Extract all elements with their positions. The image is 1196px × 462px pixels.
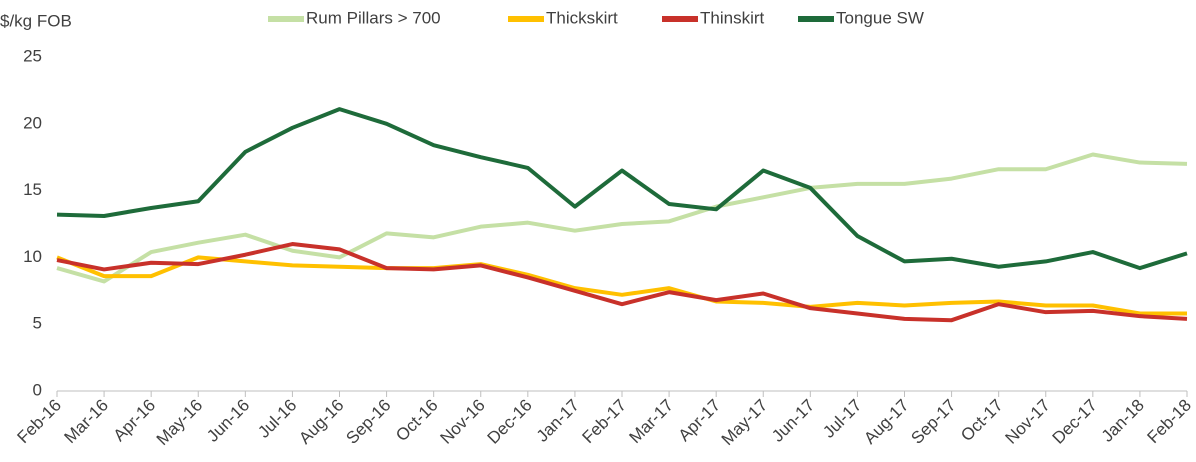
y-axis-label: $/kg FOB	[0, 11, 72, 30]
x-tick-label: Aug-16	[295, 396, 347, 448]
legend-label: Thinskirt	[700, 8, 765, 27]
x-tick-label: Jun-16	[203, 396, 253, 446]
y-tick-label: 0	[33, 380, 42, 399]
legend-label: Tongue SW	[836, 8, 924, 27]
series-line	[56, 255, 1187, 316]
x-tick-label: Aug-17	[860, 396, 912, 448]
series-line	[56, 152, 1188, 284]
x-tick-label: May-16	[153, 396, 207, 450]
y-tick-label: 20	[23, 113, 42, 132]
x-tick-label: Feb-18	[1143, 396, 1195, 448]
x-tick-label: Mar-16	[61, 396, 113, 448]
x-tick-label: Oct-17	[957, 396, 1007, 446]
x-tick-label: Jan-17	[533, 396, 583, 446]
y-tick-label: 5	[33, 314, 42, 333]
legend-label: Thickskirt	[546, 8, 618, 27]
series-line	[56, 242, 1188, 323]
legend-label: Rum Pillars > 700	[306, 8, 441, 27]
x-tick-label: Jan-18	[1098, 396, 1148, 446]
x-tick-label: Jul-17	[819, 396, 865, 442]
y-tick-label: 25	[23, 46, 42, 65]
x-tick-label: Apr-16	[110, 396, 160, 446]
x-tick-label: Oct-16	[392, 396, 442, 446]
x-tick-label: Sep-17	[907, 396, 959, 448]
x-tick-label: Sep-16	[342, 396, 394, 448]
series-line	[56, 107, 1188, 271]
x-tick-label: Feb-16	[13, 396, 65, 448]
x-tick-label: Dec-17	[1049, 396, 1101, 448]
x-tick-label: May-17	[718, 396, 772, 450]
x-tick-label: Apr-17	[675, 396, 725, 446]
x-tick-label: Dec-16	[484, 396, 536, 448]
x-tick-label: Jun-17	[768, 396, 818, 446]
x-tick-label: Nov-17	[1002, 396, 1054, 448]
x-tick-label: Nov-16	[437, 396, 489, 448]
y-tick-label: 15	[23, 180, 42, 199]
x-tick-label: Feb-17	[578, 396, 630, 448]
x-tick-label: Mar-17	[626, 396, 678, 448]
y-tick-label: 10	[23, 247, 42, 266]
x-tick-label: Jul-16	[254, 396, 300, 442]
